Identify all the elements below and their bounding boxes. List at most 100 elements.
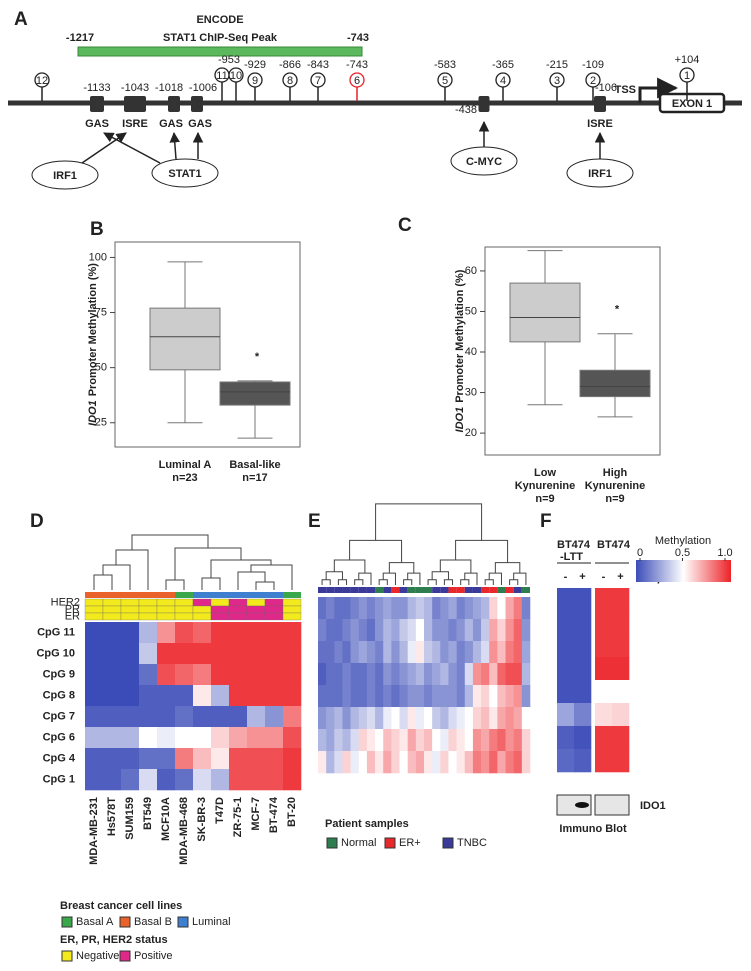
status-cell (174, 605, 194, 614)
blot-caption: Immuno Blot (559, 823, 627, 835)
heatmap-cell (464, 619, 474, 642)
heatmap-cell (139, 685, 158, 707)
heatmap-cell (157, 706, 176, 728)
heatmap-cell (318, 619, 327, 642)
status-cell (210, 612, 230, 621)
heatmap-cell (265, 748, 284, 770)
motif-position: -1006 (189, 82, 217, 94)
row-label: CpG 7 (43, 710, 75, 722)
heatmap-cell (440, 685, 449, 708)
heatmap-cell (175, 664, 194, 686)
heatmap-cell (265, 706, 284, 728)
heatmap-cell (211, 664, 230, 686)
heatmap-cell (505, 619, 514, 642)
column-group-label: -LTT (560, 551, 583, 563)
heatmap-cell (85, 643, 104, 665)
heatmap-cell (407, 597, 417, 620)
panel-label: C (398, 215, 412, 236)
heatmap-cell (366, 751, 376, 774)
heatmap-cell (415, 641, 425, 664)
heatmap-cell (283, 706, 302, 728)
heatmap-cell (211, 727, 230, 749)
subtype-cell (265, 592, 283, 598)
heatmap-cell (193, 706, 212, 728)
heatmap-cell (521, 641, 531, 664)
heatmap-cell (557, 657, 575, 681)
plot-frame (114, 241, 301, 448)
heatmap-cell (121, 769, 140, 791)
heatmap-cell (157, 643, 176, 665)
heatmap-cell (432, 619, 441, 642)
heatmap-cell (513, 597, 523, 620)
heatmap-cell (193, 748, 212, 770)
peak-name: STAT1 ChIP-Seq Peak (163, 32, 278, 44)
heatmap-cell (521, 619, 531, 642)
group-cell (464, 587, 473, 593)
heatmap-cell (318, 641, 327, 664)
heatmap-cell (448, 729, 457, 752)
blot-band (575, 802, 589, 808)
panel-label: F (540, 511, 552, 532)
subtype-cell (139, 592, 157, 598)
legend-title: Breast cancer cell lines (60, 900, 182, 912)
heatmap-cell (334, 597, 343, 620)
heatmap-cell (448, 619, 457, 642)
heatmap-cell (472, 751, 482, 774)
cpg-id: 10 (230, 70, 242, 82)
heatmap-cell (265, 664, 284, 686)
column-label: MDA-MB-468 (178, 797, 190, 865)
heatmap-cell (557, 749, 575, 773)
legend-swatch (442, 837, 454, 849)
heatmap-cell (612, 749, 630, 773)
cpg-id: 1 (684, 70, 690, 82)
status-cell (84, 598, 104, 607)
heatmap-cell (464, 641, 474, 664)
colorbar-tick-label: 0 (637, 547, 643, 559)
heatmap-cell (595, 703, 613, 727)
group-cell (497, 587, 506, 593)
heatmap-cell (366, 685, 376, 708)
heatmap-cell (326, 597, 335, 620)
heatmap-cell (326, 729, 335, 752)
heatmap-cell (334, 707, 343, 730)
motif-box (191, 96, 203, 112)
heatmap-cell (103, 706, 122, 728)
heatmap-cell (139, 706, 158, 728)
column-label: MCF10A (160, 797, 172, 841)
heatmap-cell (612, 611, 630, 635)
significance: * (615, 304, 620, 316)
heatmap-cell (121, 664, 140, 686)
category-label: High (603, 467, 628, 479)
heatmap-cell (334, 751, 343, 774)
heatmap-cell (326, 663, 335, 686)
heatmap-cell (193, 664, 212, 686)
heatmap-cell (456, 685, 466, 708)
factor-label: C-MYC (466, 156, 502, 168)
legend-swatch (61, 916, 73, 928)
heatmap-cell (505, 729, 514, 752)
heatmap-cell (432, 751, 441, 774)
heatmap-cell (415, 729, 425, 752)
group-cell (415, 587, 424, 593)
cpg-position: -929 (244, 59, 266, 71)
y-tick-label: 60 (465, 265, 477, 277)
heatmap-cell (326, 619, 335, 642)
n-label: n=23 (172, 472, 197, 484)
subtype-cell (193, 592, 211, 598)
status-row-label: HER2 (51, 596, 80, 608)
heatmap-cell (595, 634, 613, 658)
peak-end: -743 (347, 32, 369, 44)
heatmap-cell (229, 769, 248, 791)
column-label: MDA-MB-231 (88, 797, 100, 865)
status-cell (228, 605, 248, 614)
heatmap-cell (211, 685, 230, 707)
heatmap-cell (375, 619, 384, 642)
heatmap-cell (407, 619, 417, 642)
group-cell (489, 587, 498, 593)
heatmap-cell (175, 685, 194, 707)
factor-label: IRF1 (588, 168, 612, 180)
factor-label: STAT1 (168, 168, 201, 180)
row-label: CpG 11 (37, 626, 75, 638)
heatmap-cell (350, 641, 360, 664)
heatmap-cell (456, 751, 466, 774)
